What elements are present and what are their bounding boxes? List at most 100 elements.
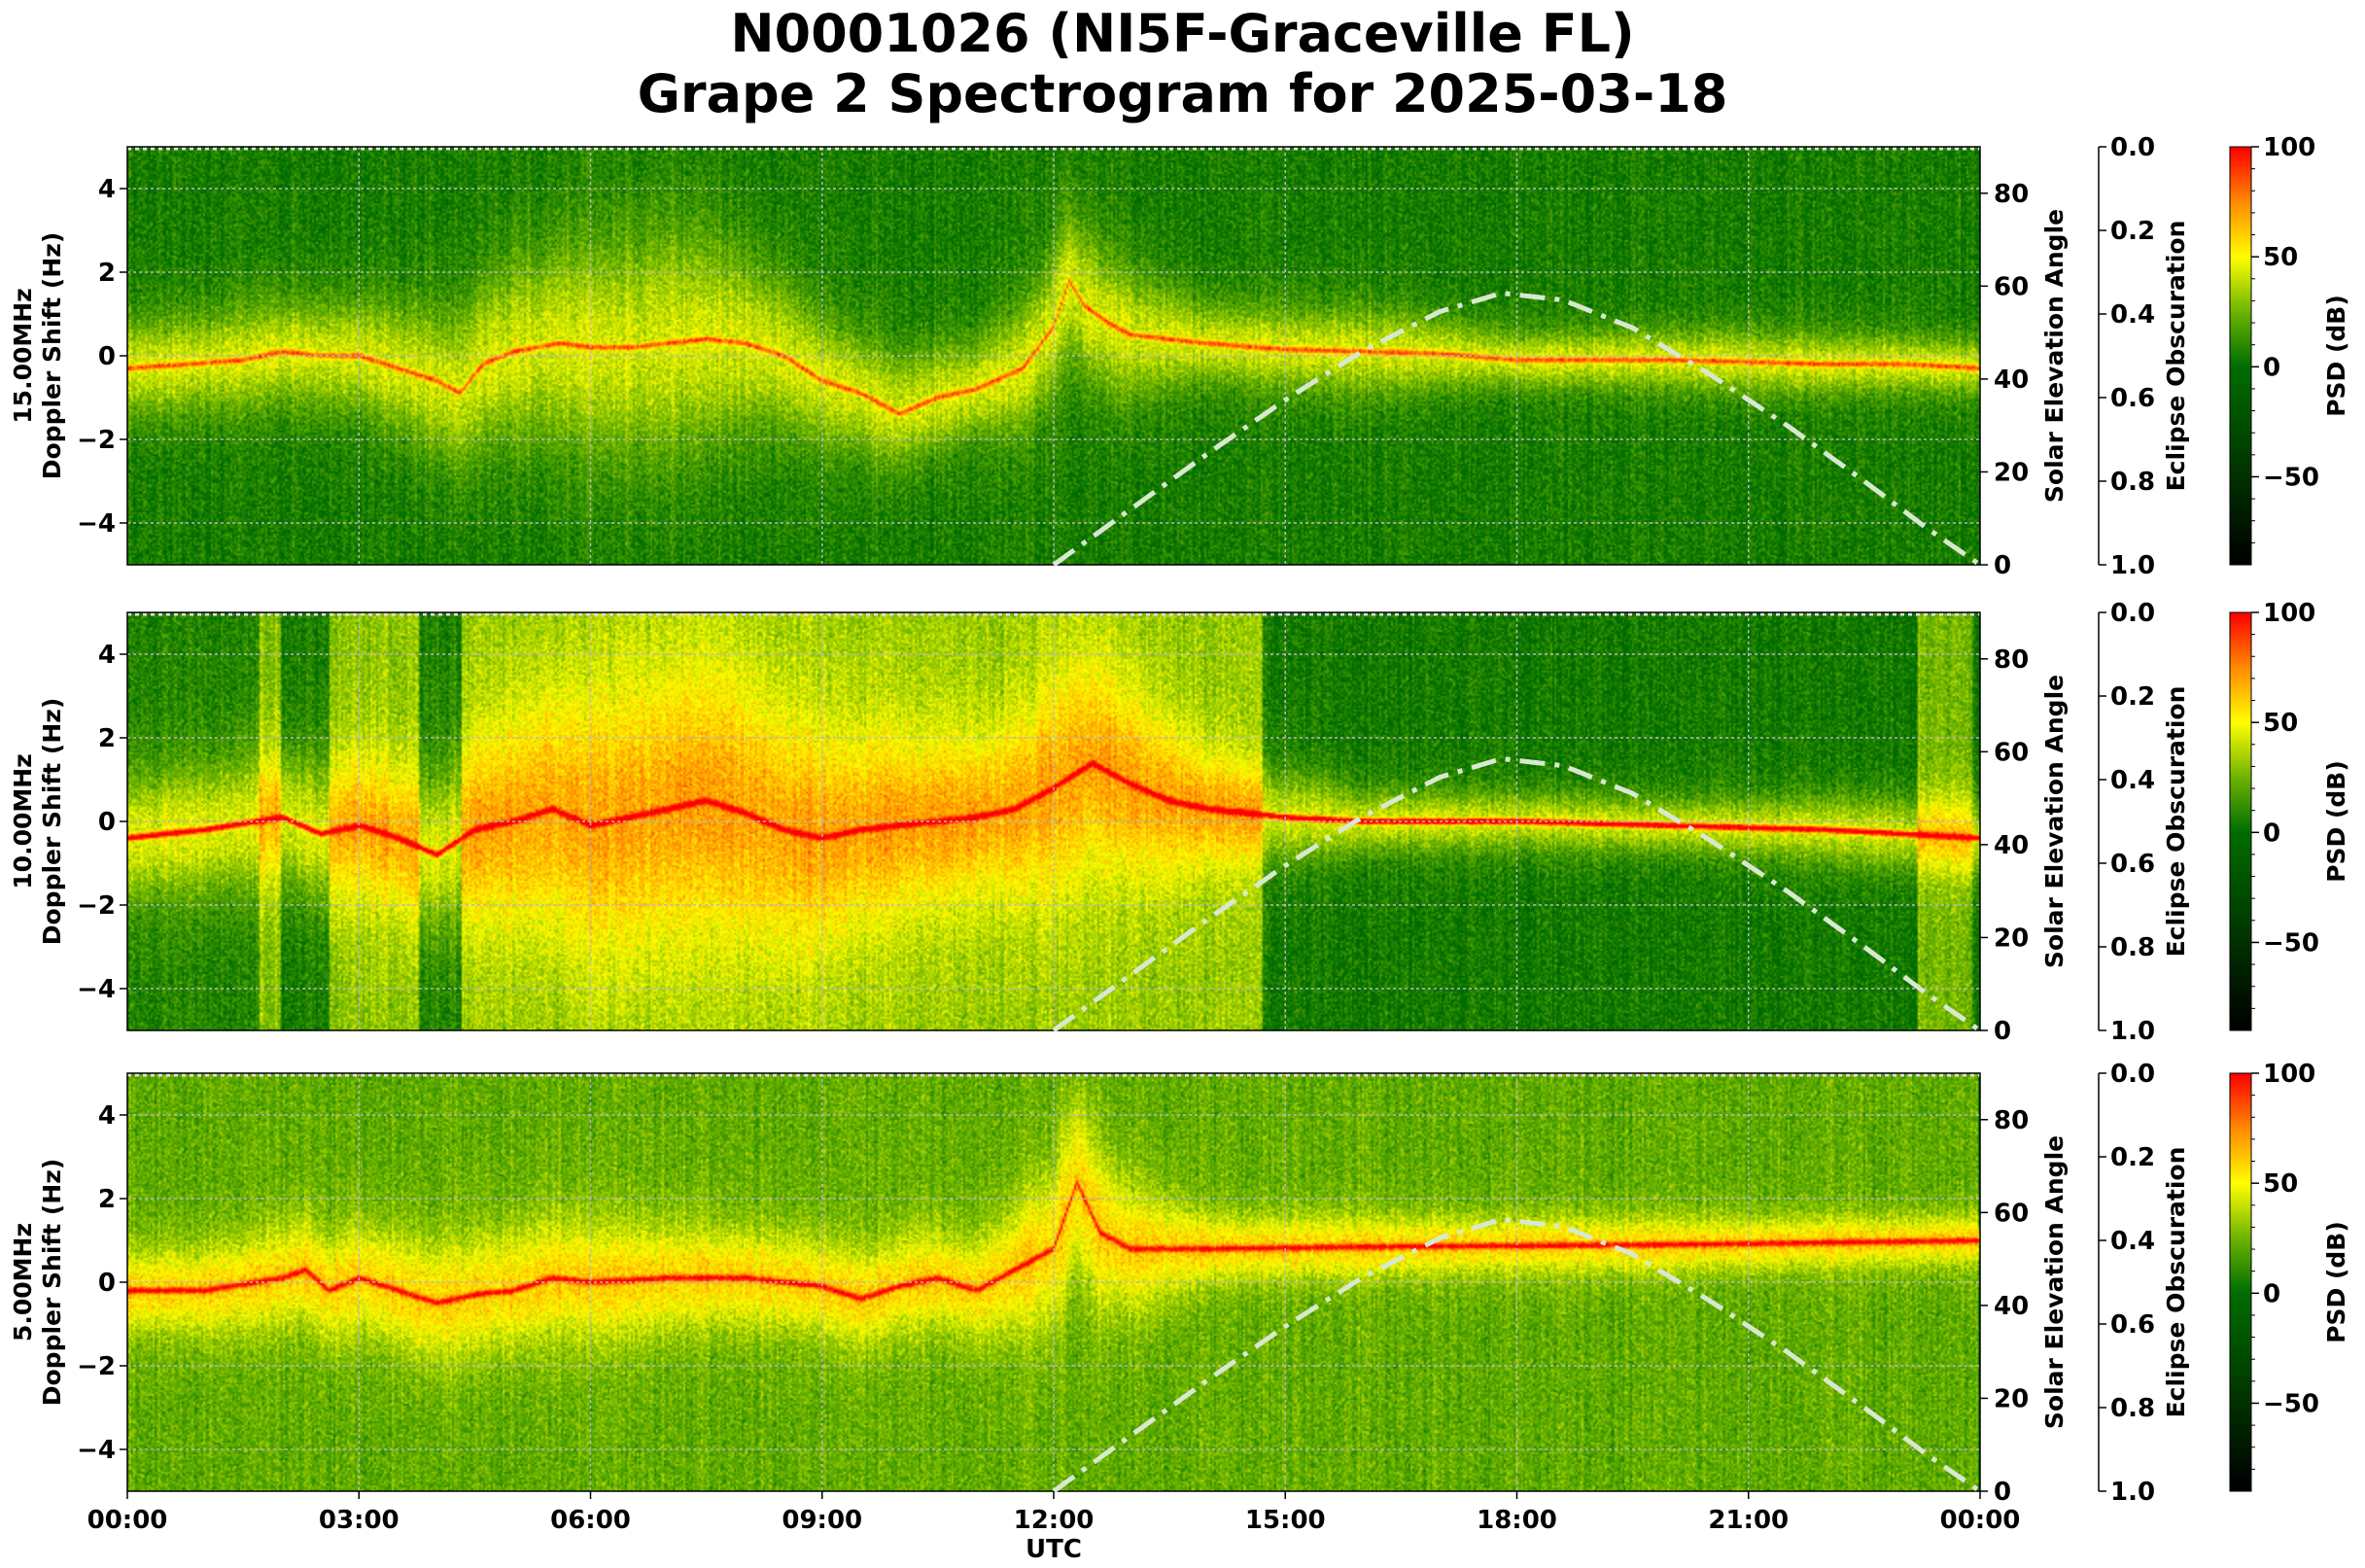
y-axis-label-frequency: 10.00MHz: [9, 753, 37, 889]
colorbar-label: PSD (dB): [2322, 1221, 2350, 1343]
eclipse-axis-label: Eclipse Obscuration: [2162, 1147, 2190, 1418]
x-tick-label: 00:00: [1940, 1506, 2021, 1535]
y-tick-label: 4: [98, 1101, 116, 1131]
y-axis-label-doppler: Doppler Shift (Hz): [38, 232, 66, 480]
eclipse-tick-label: 1.0: [2110, 551, 2155, 580]
eclipse-tick-label: 0.0: [2110, 599, 2155, 628]
eclipse-tick-label: 0.2: [2110, 682, 2155, 712]
eclipse-tick-label: 1.0: [2110, 1017, 2155, 1046]
spectrogram-15mhz: [127, 147, 1980, 565]
solar-elevation-axis-label: Solar Elevation Angle: [2040, 675, 2069, 968]
y-tick-label: 4: [98, 175, 116, 204]
spectrogram-5mhz: [127, 1073, 1980, 1491]
spectrogram-10mhz: [127, 612, 1980, 1030]
y-tick-label: 0: [98, 1269, 116, 1298]
eclipse-tick-label: 0.8: [2110, 1394, 2155, 1423]
x-tick-label: 03:00: [319, 1506, 400, 1535]
eclipse-tick-label: 0.4: [2110, 766, 2155, 795]
y-axis-label-doppler: Doppler Shift (Hz): [38, 698, 66, 946]
colorbar-frame: [2229, 146, 2252, 566]
chart-title-line1: N0001026 (NI5F-Graceville FL): [730, 3, 1635, 64]
eclipse-tick-label: 0.2: [2110, 1143, 2155, 1172]
colorbar-tick-label: −50: [2263, 1389, 2319, 1418]
solar-elevation-tick-label: 0: [1994, 1017, 2011, 1046]
solar-elevation-tick-label: 40: [1994, 366, 2029, 395]
colorbar-tick-label: 0: [2263, 1279, 2280, 1308]
x-axis-label: UTC: [1026, 1535, 1082, 1564]
eclipse-axis-label: Eclipse Obscuration: [2162, 221, 2190, 492]
colorbar-label: PSD (dB): [2322, 295, 2350, 417]
y-tick-label: 0: [98, 342, 116, 371]
solar-elevation-tick-label: 80: [1994, 645, 2029, 675]
eclipse-tick-label: 0.2: [2110, 217, 2155, 246]
eclipse-tick-label: 0.6: [2110, 384, 2155, 413]
eclipse-axis-label: Eclipse Obscuration: [2162, 686, 2190, 958]
eclipse-tick-label: 1.0: [2110, 1478, 2155, 1507]
x-tick-label: 15:00: [1245, 1506, 1326, 1535]
y-tick-label: −2: [77, 891, 116, 921]
y-tick-label: 2: [98, 1185, 116, 1214]
y-tick-label: 2: [98, 259, 116, 288]
solar-elevation-tick-label: 80: [1994, 180, 2029, 209]
solar-elevation-tick-label: 40: [1994, 1292, 2029, 1321]
solar-elevation-axis-label: Solar Elevation Angle: [2040, 1135, 2069, 1429]
solar-elevation-tick-label: 0: [1994, 1478, 2011, 1507]
x-tick-label: 12:00: [1014, 1506, 1095, 1535]
colorbar-5mhz: [2230, 1073, 2251, 1491]
colorbar-tick-label: 100: [2263, 133, 2315, 162]
solar-elevation-tick-label: 0: [1994, 551, 2011, 580]
colorbar-tick-label: 50: [2263, 709, 2298, 738]
x-tick-label: 06:00: [550, 1506, 631, 1535]
eclipse-tick-label: 0.4: [2110, 300, 2155, 330]
colorbar-tick-label: 50: [2263, 1169, 2298, 1199]
colorbar-tick-label: 50: [2263, 243, 2298, 272]
eclipse-tick-label: 0.4: [2110, 1227, 2155, 1256]
solar-elevation-curve: [1052, 755, 1982, 1033]
colorbar-label: PSD (dB): [2322, 760, 2350, 883]
colorbar-tick-label: −50: [2263, 928, 2319, 958]
colorbar-15mhz: [2230, 147, 2251, 565]
colorbar-frame: [2229, 1072, 2252, 1492]
solar-elevation-tick-label: 60: [1994, 272, 2029, 301]
solar-elevation-tick-label: 40: [1994, 831, 2029, 860]
colorbar-tick-label: 0: [2263, 353, 2280, 382]
y-tick-label: −2: [77, 1352, 116, 1381]
y-axis-label-frequency: 15.00MHz: [9, 288, 37, 423]
y-tick-label: −4: [77, 509, 116, 539]
colorbar-tick-label: −50: [2263, 463, 2319, 492]
solar-elevation-axis-label: Solar Elevation Angle: [2040, 209, 2069, 503]
x-tick-label: 09:00: [782, 1506, 862, 1535]
y-tick-label: −4: [77, 975, 116, 1004]
eclipse-tick-label: 0.6: [2110, 1310, 2155, 1340]
solar-elevation-curve: [1052, 290, 1982, 568]
solar-elevation-tick-label: 60: [1994, 738, 2029, 767]
solar-elevation-tick-label: 80: [1994, 1106, 2029, 1135]
x-tick-label: 18:00: [1477, 1506, 1557, 1535]
colorbar-10mhz: [2230, 612, 2251, 1030]
colorbar-tick-label: 100: [2263, 1060, 2315, 1089]
x-tick-label: 21:00: [1708, 1506, 1789, 1535]
eclipse-tick-label: 0.0: [2110, 133, 2155, 162]
solar-elevation-tick-label: 60: [1994, 1199, 2029, 1228]
colorbar-tick-label: 100: [2263, 599, 2315, 628]
y-axis-label-doppler: Doppler Shift (Hz): [38, 1159, 66, 1407]
chart-title-line2: Grape 2 Spectrogram for 2025-03-18: [637, 63, 1728, 124]
y-tick-label: −4: [77, 1436, 116, 1465]
colorbar-tick-label: 0: [2263, 819, 2280, 848]
eclipse-tick-label: 0.0: [2110, 1060, 2155, 1089]
solar-elevation-tick-label: 20: [1994, 1384, 2029, 1413]
y-tick-label: 2: [98, 724, 116, 753]
x-tick-label: 00:00: [87, 1506, 168, 1535]
y-axis-label-frequency: 5.00MHz: [9, 1223, 37, 1342]
eclipse-tick-label: 0.8: [2110, 468, 2155, 497]
solar-elevation-tick-label: 20: [1994, 923, 2029, 953]
colorbar-frame: [2229, 611, 2252, 1031]
eclipse-tick-label: 0.8: [2110, 933, 2155, 962]
y-tick-label: 4: [98, 641, 116, 670]
y-tick-label: 0: [98, 808, 116, 837]
solar-elevation-curve: [1052, 1216, 1982, 1494]
solar-elevation-tick-label: 20: [1994, 458, 2029, 487]
y-tick-label: −2: [77, 426, 116, 455]
eclipse-tick-label: 0.6: [2110, 850, 2155, 879]
